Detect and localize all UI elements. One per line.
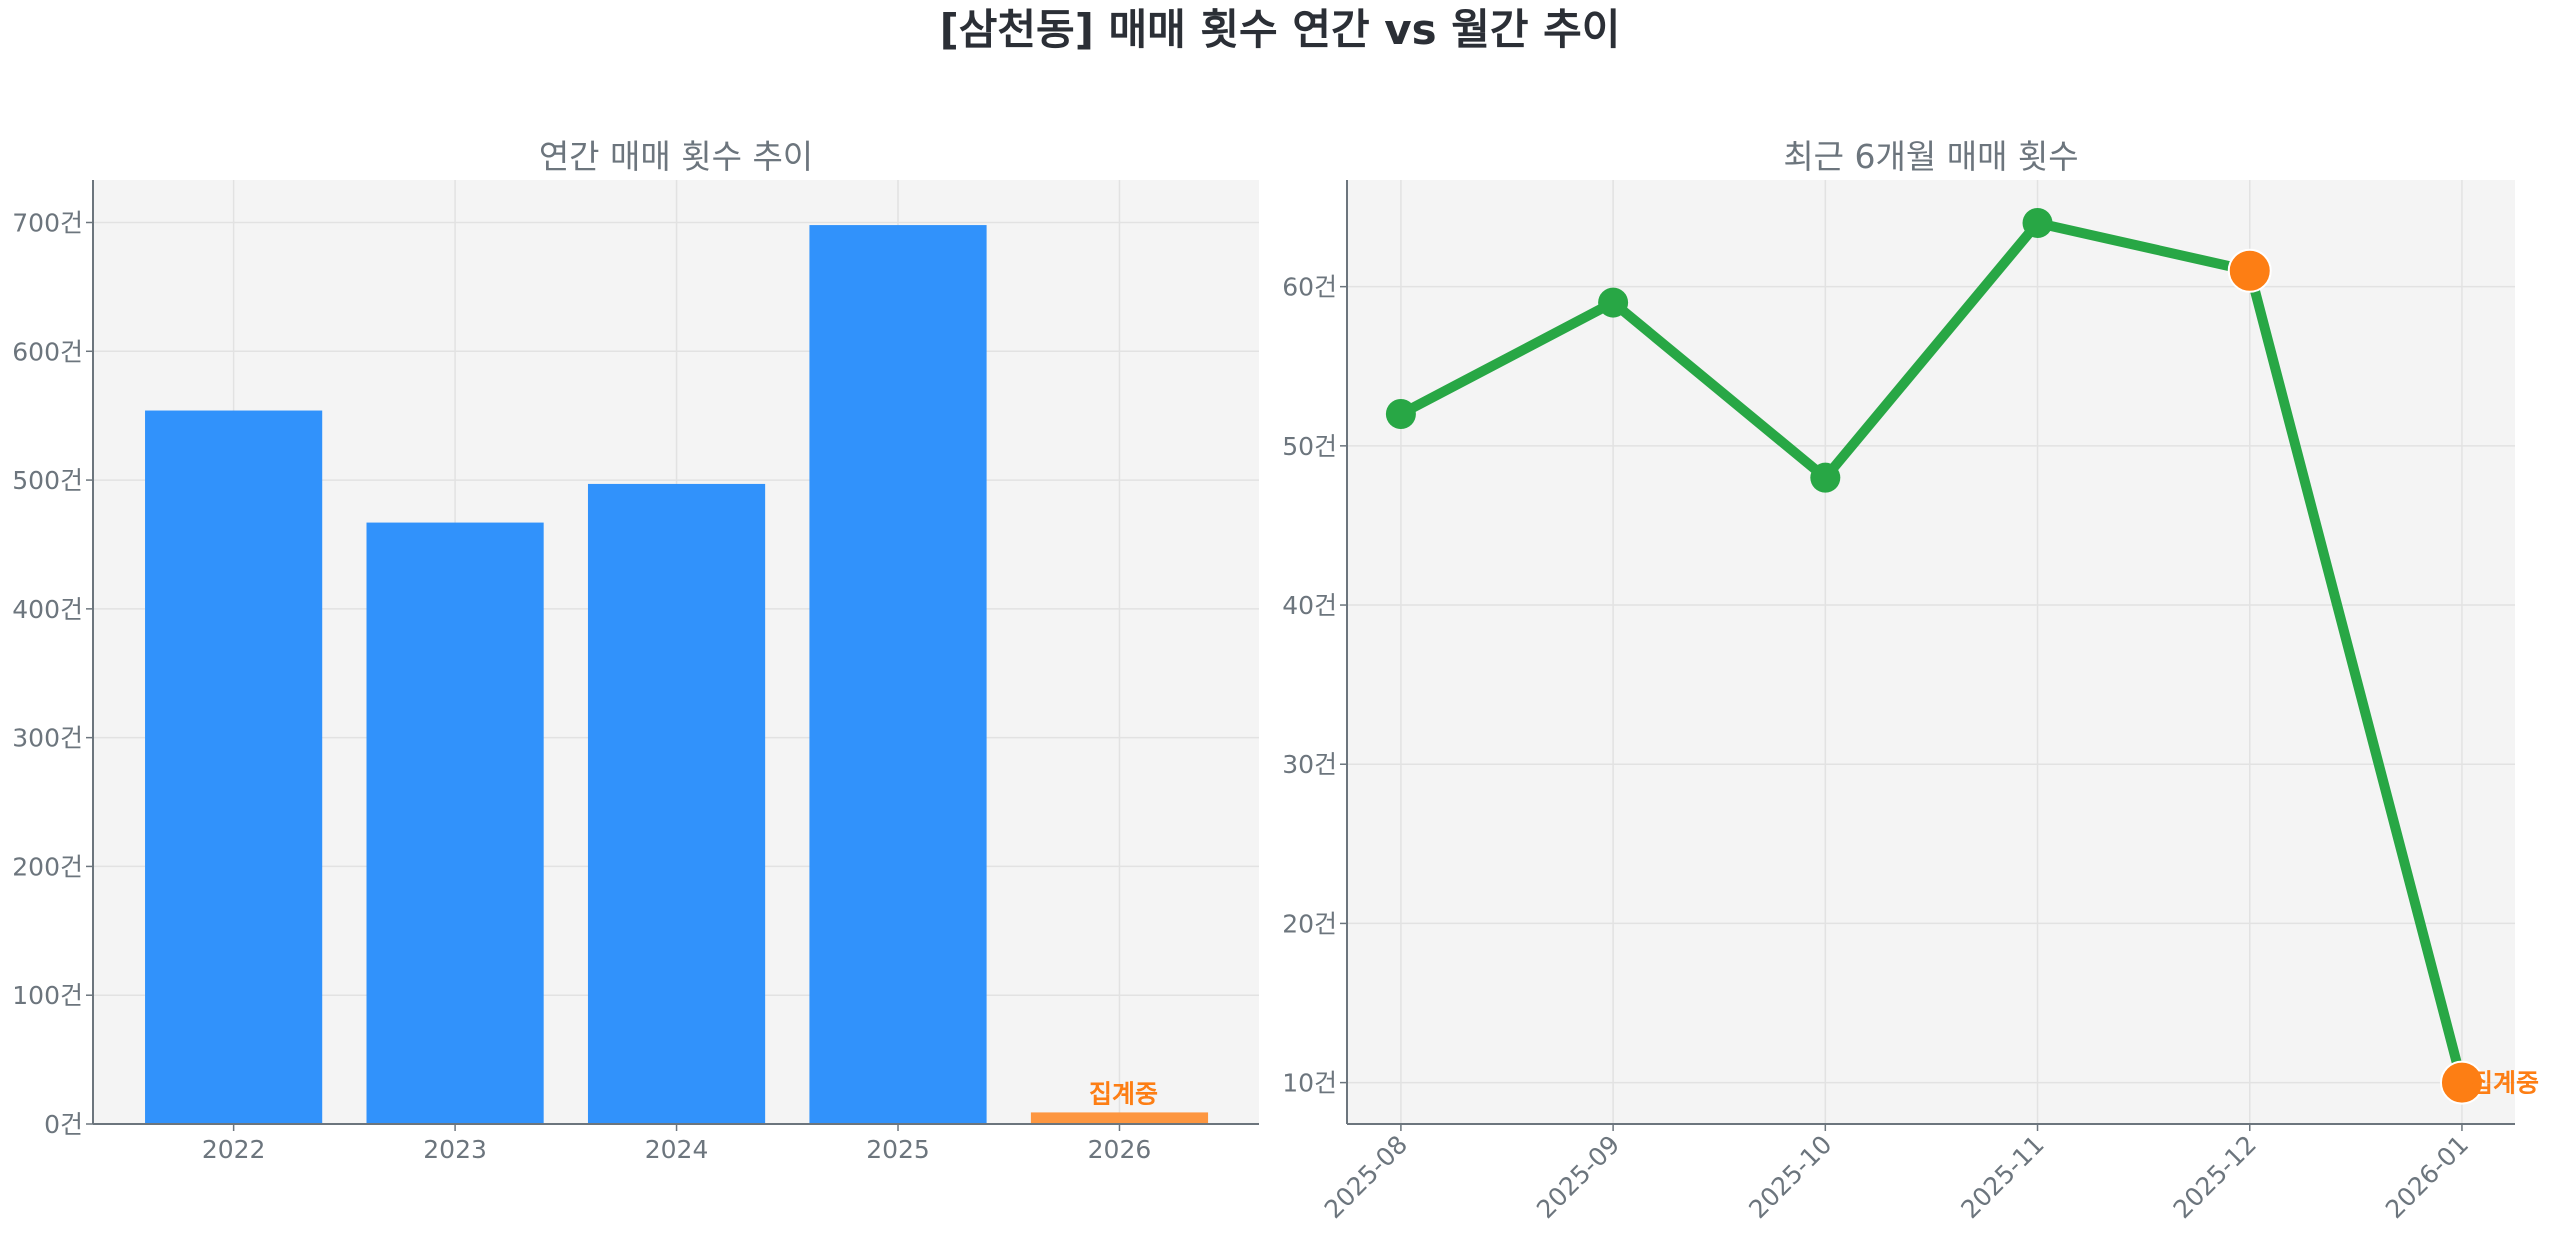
monthly-line-chart: 최근 6개월 매매 횟수 10건 20건 30건 40건 50건 60건 2025-08 20… (1282, 137, 2539, 1224)
data-point-2025-09 (1598, 287, 1629, 318)
x-tick-label: 2026-01 (2380, 1130, 2474, 1224)
data-point-2026-01 (2439, 1060, 2484, 1105)
x-tick-label: 2025-09 (1531, 1130, 1625, 1224)
x-tick-label: 2022 (202, 1135, 266, 1164)
y-tick-label: 300건 (12, 724, 83, 753)
annual-bar-chart: 연간 매매 횟수 추이 0건 100건 200건 300건 400건 500건 600건 70… (12, 137, 1259, 1164)
y-tick-label: 40건 (1282, 591, 1337, 620)
x-tick-label: 2025-12 (2168, 1130, 2262, 1224)
x-tick-label: 2024 (645, 1135, 709, 1164)
data-point-2025-10 (1810, 462, 1841, 493)
y-tick-label: 200건 (12, 852, 83, 881)
x-tick-label: 2025-11 (1955, 1130, 2049, 1224)
bar-2024 (587, 483, 766, 1124)
y-tick-label: 60건 (1282, 273, 1337, 302)
y-tick-label: 400건 (12, 595, 83, 624)
data-point-2025-08 (1385, 399, 1416, 430)
bar-2025 (809, 225, 987, 1125)
y-tick-label: 10건 (1282, 1069, 1337, 1098)
point-annotation: 집계중 (2470, 1069, 2539, 1098)
bar-annotation: 집계중 (1089, 1079, 1158, 1108)
monthly-chart-title: 최근 6개월 매매 횟수 (1783, 137, 2078, 176)
x-tick-label: 2025-10 (1743, 1130, 1837, 1224)
y-tick-label: 50건 (1282, 432, 1337, 461)
y-tick-label: 500건 (12, 466, 83, 495)
trend-line (1398, 217, 2467, 1084)
data-point-2025-11 (2022, 207, 2053, 238)
bar-2023 (366, 522, 544, 1124)
y-tick-label: 700건 (12, 208, 83, 237)
x-tick-label: 2023 (423, 1135, 487, 1164)
bar-2022 (145, 410, 323, 1124)
bar-2026 (1030, 1112, 1209, 1124)
annual-chart-title: 연간 매매 횟수 추이 (539, 137, 813, 176)
y-tick-label: 600건 (12, 337, 83, 366)
x-tick-label: 2025 (866, 1135, 930, 1164)
x-tick-label: 2026 (1088, 1135, 1152, 1164)
x-tick-label: 2025-08 (1319, 1130, 1413, 1224)
y-tick-label: 30건 (1282, 750, 1337, 779)
figure-title: [삼천동] 매매 횟수 연간 vs 월간 추이 (940, 5, 1621, 54)
y-tick-label: 20건 (1282, 909, 1337, 938)
plot-area (1347, 180, 2515, 1124)
data-point-2025-12 (2227, 248, 2272, 293)
y-tick-label: 0건 (44, 1110, 83, 1139)
y-tick-label: 100건 (12, 981, 83, 1010)
